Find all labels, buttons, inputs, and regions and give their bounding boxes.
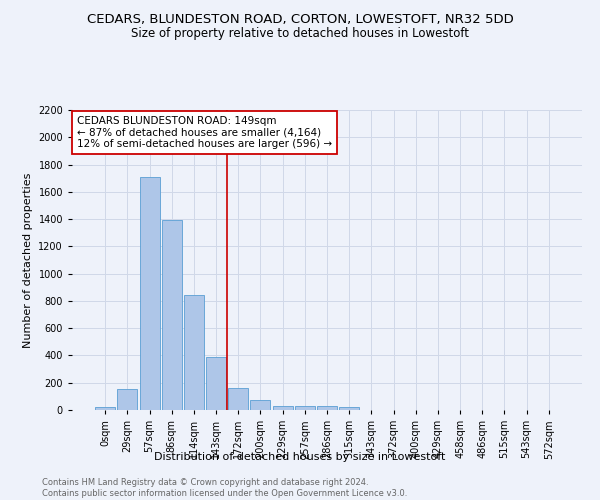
Bar xyxy=(206,357,226,410)
Text: Distribution of detached houses by size in Lowestoft: Distribution of detached houses by size … xyxy=(154,452,446,462)
Bar xyxy=(272,406,293,410)
Bar xyxy=(140,177,160,410)
Text: Contains HM Land Registry data © Crown copyright and database right 2024.
Contai: Contains HM Land Registry data © Crown c… xyxy=(42,478,407,498)
Text: CEDARS, BLUNDESTON ROAD, CORTON, LOWESTOFT, NR32 5DD: CEDARS, BLUNDESTON ROAD, CORTON, LOWESTO… xyxy=(86,12,514,26)
Y-axis label: Number of detached properties: Number of detached properties xyxy=(23,172,32,348)
Bar xyxy=(295,406,315,410)
Bar xyxy=(162,220,182,410)
Bar xyxy=(118,389,137,410)
Bar xyxy=(228,388,248,410)
Bar xyxy=(250,400,271,410)
Text: Size of property relative to detached houses in Lowestoft: Size of property relative to detached ho… xyxy=(131,28,469,40)
Bar xyxy=(317,406,337,410)
Text: CEDARS BLUNDESTON ROAD: 149sqm
← 87% of detached houses are smaller (4,164)
12% : CEDARS BLUNDESTON ROAD: 149sqm ← 87% of … xyxy=(77,116,332,149)
Bar xyxy=(339,408,359,410)
Bar xyxy=(184,296,204,410)
Bar xyxy=(95,408,115,410)
